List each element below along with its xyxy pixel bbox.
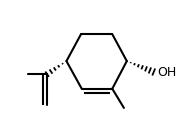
Text: OH: OH <box>157 66 177 79</box>
